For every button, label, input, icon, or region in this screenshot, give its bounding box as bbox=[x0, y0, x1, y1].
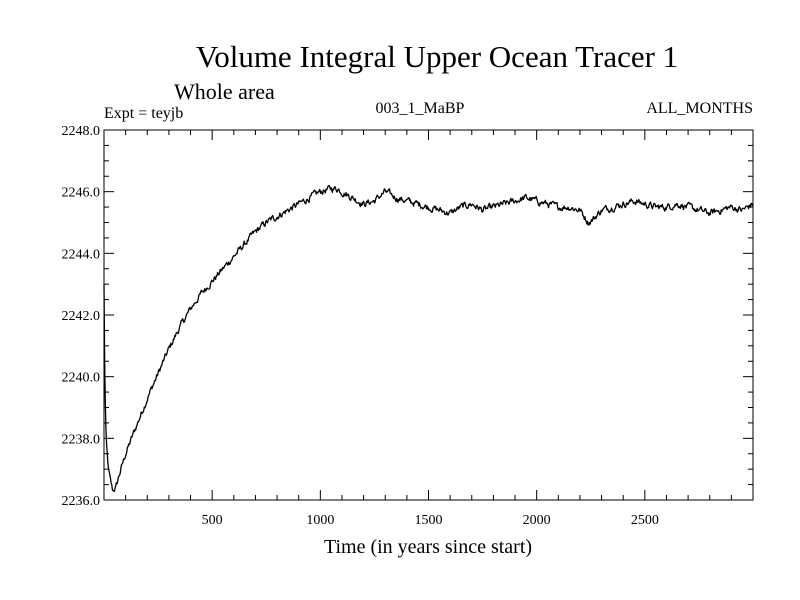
x-tick-label: 2000 bbox=[523, 513, 551, 528]
chart-title: Volume Integral Upper Ocean Tracer 1 bbox=[196, 39, 678, 74]
y-tick-label: 2240.0 bbox=[62, 371, 101, 386]
y-tick-label: 2244.0 bbox=[62, 247, 101, 262]
x-tick-label: 1500 bbox=[415, 513, 443, 528]
x-tick-label: 500 bbox=[202, 513, 223, 528]
y-axis-ticks: 2236.0 2238.0 2240.0 2242.0 2244.0 2246.0 2248… bbox=[62, 124, 753, 509]
period-label: ALL_MONTHS bbox=[646, 100, 753, 117]
run-label: 003_1_MaBP bbox=[376, 100, 465, 117]
chart-subtitle: Whole area bbox=[174, 79, 275, 104]
y-tick-label: 2236.0 bbox=[62, 494, 101, 509]
y-tick-label: 2242.0 bbox=[62, 309, 101, 324]
x-tick-label: 1000 bbox=[306, 513, 334, 528]
x-axis-label: Time (in years since start) bbox=[324, 536, 532, 558]
x-axis-ticks: 500 1000 1500 2000 2500 bbox=[125, 130, 732, 528]
y-tick-label: 2238.0 bbox=[62, 432, 101, 447]
y-tick-label: 2248.0 bbox=[62, 124, 101, 139]
plot-frame bbox=[103, 129, 754, 501]
series-layer bbox=[103, 184, 754, 493]
series-line bbox=[103, 184, 754, 493]
x-tick-label: 2500 bbox=[631, 513, 659, 528]
expt-label: Expt = teyjb bbox=[104, 105, 183, 122]
y-tick-label: 2246.0 bbox=[62, 186, 101, 201]
